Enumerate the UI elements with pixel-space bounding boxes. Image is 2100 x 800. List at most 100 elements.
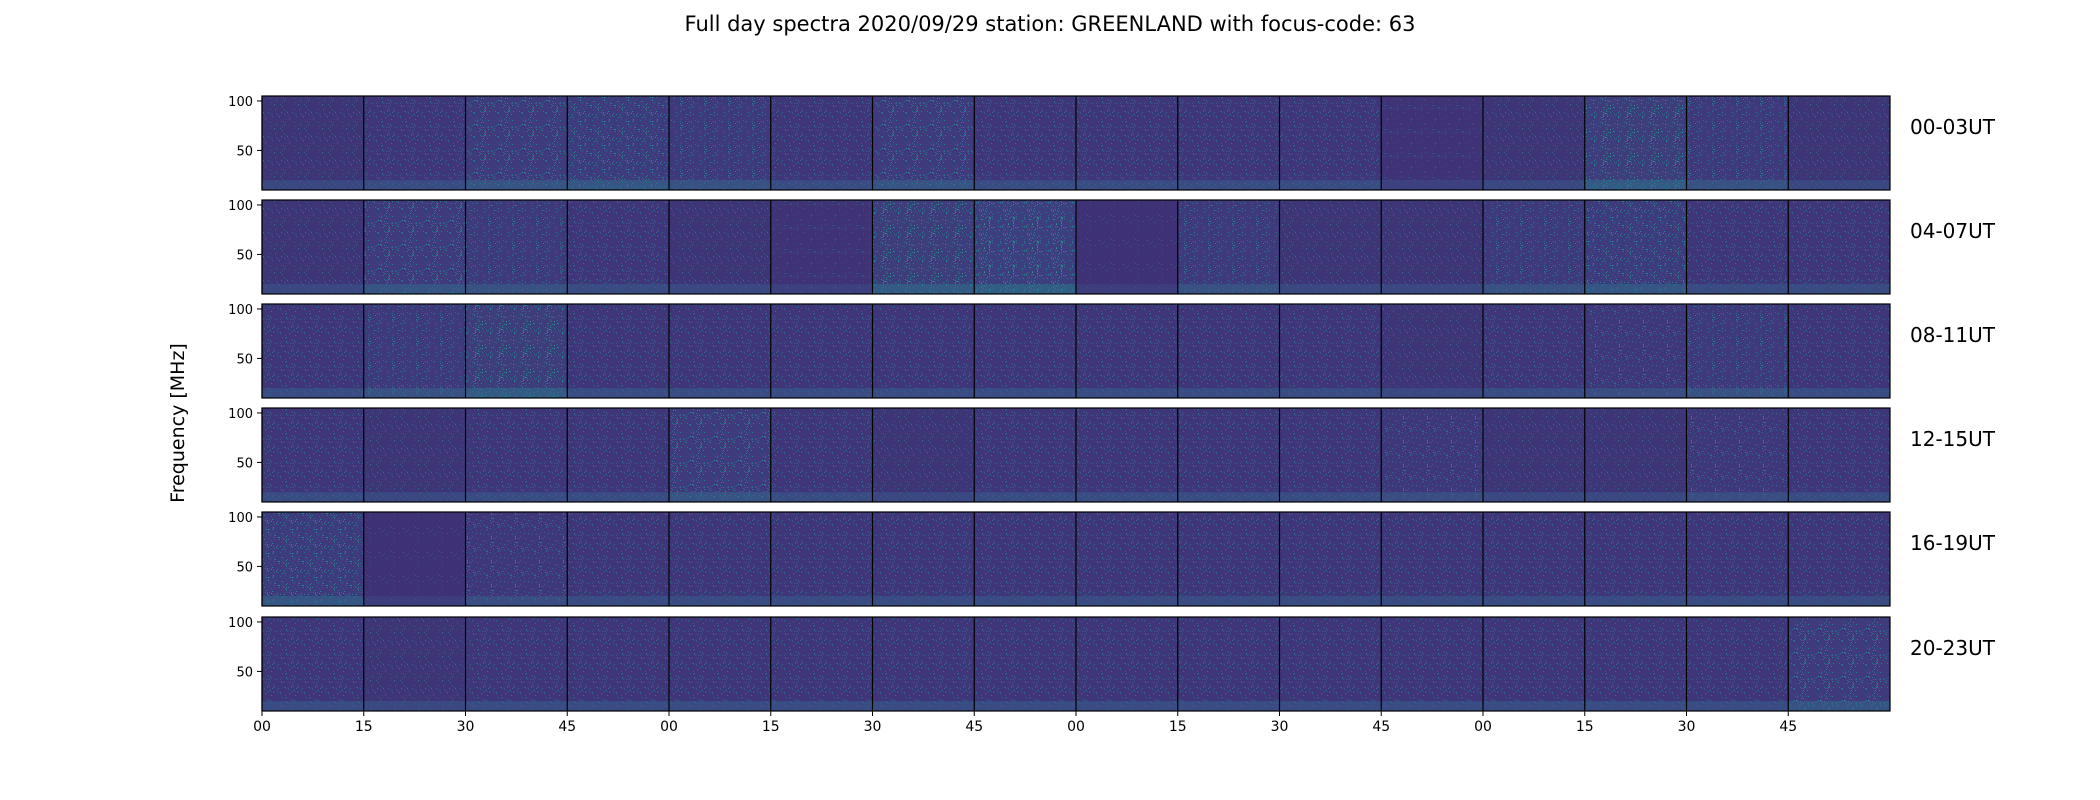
low-frequency-band <box>1279 701 1382 711</box>
spectrogram-cell <box>567 96 669 190</box>
y-tick-label: 100 <box>228 95 253 110</box>
x-tick-label: 00 <box>1474 719 1492 735</box>
low-frequency-band <box>262 596 364 606</box>
low-frequency-band <box>262 180 364 190</box>
spectrogram-cell <box>1483 304 1585 398</box>
low-frequency-band <box>1788 284 1890 294</box>
spectrogram-cell <box>1381 617 1483 711</box>
spectrogram-cell <box>1686 408 1789 502</box>
spectrogram-cell <box>1076 96 1178 190</box>
row-label: 12-15UT <box>1910 427 1996 451</box>
low-frequency-band <box>770 388 873 398</box>
low-frequency-band <box>669 492 771 502</box>
spectrogram-cell <box>262 408 364 502</box>
spectrogram-cell <box>872 200 975 294</box>
spectrogram-cell <box>1686 200 1789 294</box>
row-label: 04-07UT <box>1910 219 1996 243</box>
spectrogram-cell <box>465 408 568 502</box>
low-frequency-band <box>974 180 1076 190</box>
y-tick-label: 100 <box>228 616 253 631</box>
low-frequency-band <box>363 492 466 502</box>
low-frequency-band <box>1279 180 1382 190</box>
low-frequency-band <box>1381 492 1483 502</box>
low-frequency-band <box>770 596 873 606</box>
low-frequency-band <box>1788 180 1890 190</box>
low-frequency-band <box>363 701 466 711</box>
low-frequency-band <box>262 701 364 711</box>
spectrogram-cell <box>974 96 1076 190</box>
spectrogram-cell <box>974 408 1076 502</box>
spectrogram-cell <box>363 408 466 502</box>
low-frequency-band <box>1686 701 1789 711</box>
spectra-row-12-15UT: 50 100 12-15UT <box>228 407 1996 503</box>
low-frequency-band <box>1381 284 1483 294</box>
spectrogram-cell <box>669 408 771 502</box>
x-tick-label: 00 <box>253 719 271 735</box>
spectrogram-cell <box>363 512 466 606</box>
low-frequency-band <box>1381 701 1483 711</box>
spectrogram-cell <box>567 617 669 711</box>
spectrogram-cell <box>363 617 466 711</box>
spectrogram-cell <box>1076 408 1178 502</box>
low-frequency-band <box>1584 701 1687 711</box>
x-tick-label: 45 <box>965 719 983 735</box>
low-frequency-band <box>567 596 669 606</box>
spectrogram-cell <box>872 304 975 398</box>
row-frame <box>261 199 1891 295</box>
low-frequency-band <box>1686 180 1789 190</box>
spectrogram-cell <box>974 617 1076 711</box>
low-frequency-band <box>1584 180 1687 190</box>
low-frequency-band <box>872 180 975 190</box>
low-frequency-band <box>1076 596 1178 606</box>
spectrogram-cell <box>1279 96 1382 190</box>
x-tick-label: 45 <box>558 719 576 735</box>
spectrogram-cell <box>1483 200 1585 294</box>
low-frequency-band <box>1788 701 1890 711</box>
spectrogram-cell <box>974 512 1076 606</box>
spectrogram-cell <box>1177 96 1280 190</box>
spectrogram-cell <box>262 96 364 190</box>
y-tick-label: 100 <box>228 407 253 422</box>
x-tick-label: 30 <box>864 719 882 735</box>
low-frequency-band <box>1686 284 1789 294</box>
spectrogram-cell <box>1788 96 1890 190</box>
spectrogram-cell <box>465 512 568 606</box>
spectrogram-cell <box>1177 304 1280 398</box>
spectrogram-cell <box>465 200 568 294</box>
spectrogram-cell <box>1076 200 1178 294</box>
spectrogram-cell <box>770 408 873 502</box>
low-frequency-band <box>1584 284 1687 294</box>
low-frequency-band <box>567 180 669 190</box>
row-label: 16-19UT <box>1910 531 1996 555</box>
low-frequency-band <box>974 492 1076 502</box>
y-tick-label: 100 <box>228 303 253 318</box>
low-frequency-band <box>567 701 669 711</box>
spectra-row-00-03UT: 50 100 00-03UT <box>228 95 1996 191</box>
low-frequency-band <box>872 388 975 398</box>
spectrogram-cell <box>1584 304 1687 398</box>
x-tick-label: 15 <box>1576 719 1594 735</box>
spectrogram-cell <box>1788 304 1890 398</box>
spectrogram-cell <box>1686 512 1789 606</box>
spectrogram-cell <box>465 96 568 190</box>
spectrogram-cell <box>1381 200 1483 294</box>
spectrogram-cell <box>567 304 669 398</box>
spectrogram-cell <box>1686 304 1789 398</box>
low-frequency-band <box>1381 388 1483 398</box>
x-tick-label: 00 <box>660 719 678 735</box>
low-frequency-band <box>363 180 466 190</box>
row-frame <box>261 511 1891 607</box>
low-frequency-band <box>1279 284 1382 294</box>
spectrogram-cell <box>1483 617 1585 711</box>
low-frequency-band <box>1584 388 1687 398</box>
y-tick-label: 50 <box>236 456 253 471</box>
spectrogram-cell <box>974 304 1076 398</box>
x-tick-label: 45 <box>1779 719 1797 735</box>
spectrogram-cell <box>1177 512 1280 606</box>
row-label: 08-11UT <box>1910 323 1996 347</box>
low-frequency-band <box>770 492 873 502</box>
spectrogram-cell <box>669 96 771 190</box>
low-frequency-band <box>363 388 466 398</box>
chart-title: Full day spectra 2020/09/29 station: GRE… <box>684 12 1416 36</box>
